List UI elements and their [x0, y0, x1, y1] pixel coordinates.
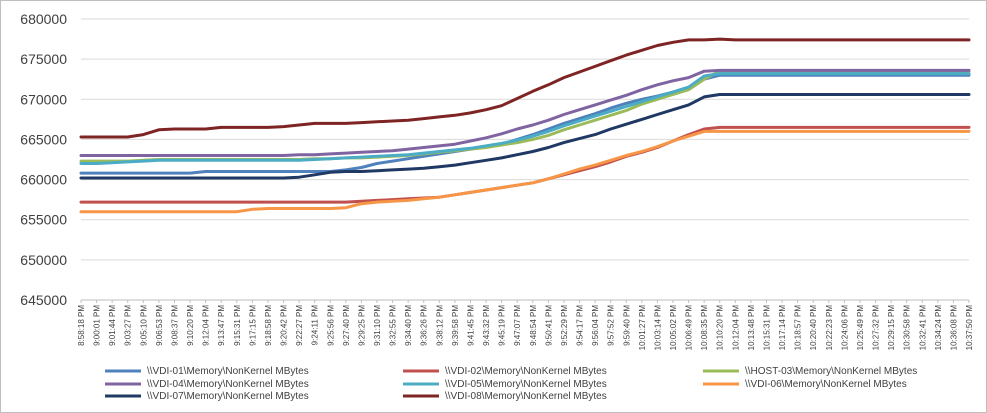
x-tick-label: 9:29:25 PM: [357, 305, 366, 346]
x-tick-label: 10:18:57 PM: [794, 305, 803, 351]
y-axis: 645000 650000 655000 660000 665000 670000 6750…: [20, 11, 67, 308]
x-tick-label: 9:08:37 PM: [170, 305, 179, 346]
y-tick-label: 660000: [20, 172, 67, 188]
series-lines: [79, 37, 971, 214]
x-tick-label: 9:15:31 PM: [233, 305, 242, 346]
x-tick-label: 9:20:42 PM: [280, 305, 289, 346]
series-line-7: [79, 93, 971, 180]
legend-entry-8: \\VDI-08\Memory\NonKernel MBytes: [445, 391, 607, 402]
x-tick-label: 10:30:58 PM: [903, 305, 912, 351]
x-tick-label: 10:36:08 PM: [949, 305, 958, 351]
x-tick-label: 9:59:40 PM: [622, 305, 631, 346]
x-tick-label: 10:24:06 PM: [840, 305, 849, 351]
x-tick-label: 9:47:07 PM: [513, 305, 522, 346]
x-tick-label: 9:39:58 PM: [451, 305, 460, 346]
x-tick-label: 9:24:11 PM: [311, 305, 320, 346]
x-tick-label: 10:10:20 PM: [716, 305, 725, 351]
x-tick-label: 10:29:15 PM: [887, 305, 896, 351]
x-tick-label: 10:34:24 PM: [934, 305, 943, 351]
x-tick-label: 10:20:40 PM: [809, 305, 818, 351]
x-tick-label: 10:37:50 PM: [965, 305, 974, 351]
y-tick-label: 675000: [20, 51, 67, 67]
legend: \\VDI-01\Memory\NonKernel MBytes \\VDI-02…: [105, 366, 917, 402]
x-tick-label: 9:45:19 PM: [498, 305, 507, 346]
y-tick-label: 670000: [20, 91, 67, 107]
x-tick-label: 9:25:56 PM: [326, 305, 335, 346]
x-tick-label: 9:52:29 PM: [560, 305, 569, 346]
x-tick-label: 9:34:40 PM: [404, 305, 413, 346]
x-tick-label: 9:41:45 PM: [466, 305, 475, 346]
x-tick-label: 9:18:58 PM: [264, 305, 273, 346]
y-tick-label: 645000: [20, 292, 67, 308]
x-tick-label: 9:38:12 PM: [435, 305, 444, 346]
x-tick-label: 9:43:32 PM: [482, 305, 491, 346]
x-tick-label: 10:12:04 PM: [731, 305, 740, 351]
legend-entry-6: \\VDI-06\Memory\NonKernel MBytes: [745, 379, 907, 390]
x-tick-label: 9:36:26 PM: [420, 305, 429, 346]
x-tick-label: 10:06:49 PM: [685, 305, 694, 351]
y-tick-label: 680000: [20, 11, 67, 27]
x-tick-label: 10:01:27 PM: [638, 305, 647, 351]
legend-entry-3: \\HOST-03\Memory\NonKernel MBytes: [745, 366, 917, 377]
x-tick-label: 8:58:18 PM: [77, 305, 86, 346]
x-tick-label: 9:03:27 PM: [124, 305, 133, 346]
x-tick-label: 10:08:35 PM: [700, 305, 709, 351]
x-tick-label: 9:17:15 PM: [248, 305, 257, 346]
x-tick-label: 10:32:41 PM: [918, 305, 927, 351]
x-tick-label: 9:01:44 PM: [108, 305, 117, 346]
series-line-4: [79, 68, 971, 157]
x-tick-label: 9:22:27 PM: [295, 305, 304, 346]
x-tick-label: 9:32:55 PM: [389, 305, 398, 346]
x-tick-label: 10:25:49 PM: [856, 305, 865, 351]
series-line-5: [79, 72, 971, 165]
x-tick-label: 9:00:01 PM: [93, 305, 102, 346]
x-tick-label: 9:05:10 PM: [139, 305, 148, 346]
x-tick-label: 9:06:53 PM: [155, 305, 164, 346]
x-tick-label: 9:12:04 PM: [202, 305, 211, 346]
y-tick-label: 650000: [20, 252, 67, 268]
x-tick-label: 9:31:10 PM: [373, 305, 382, 346]
legend-entry-4: \\VDI-04\Memory\NonKernel MBytes: [147, 379, 309, 390]
x-tick-label: 9:48:54 PM: [529, 305, 538, 346]
x-tick-label: 10:05:02 PM: [669, 305, 678, 351]
series-line-8: [79, 37, 971, 139]
x-tick-label: 10:27:32 PM: [872, 305, 881, 351]
x-tick-label: 9:13:47 PM: [217, 305, 226, 346]
x-tick-label: 9:10:20 PM: [186, 305, 195, 346]
legend-entry-1: \\VDI-01\Memory\NonKernel MBytes: [147, 366, 309, 377]
x-axis: 8:58:18 PM 9:00:01 PM 9:01:44 PM 9:03:27 PM…: [77, 299, 974, 351]
series-line-6: [79, 129, 971, 214]
x-tick-label: 9:54:17 PM: [576, 305, 585, 346]
x-tick-label: 9:57:52 PM: [607, 305, 616, 346]
legend-entry-5: \\VDI-05\Memory\NonKernel MBytes: [445, 379, 607, 390]
x-tick-label: 10:15:31 PM: [762, 305, 771, 351]
x-tick-label: 10:13:48 PM: [747, 305, 756, 351]
x-tick-label: 10:22:23 PM: [825, 305, 834, 351]
series-line-3: [79, 69, 971, 163]
y-tick-label: 655000: [20, 212, 67, 228]
x-tick-label: 9:50:41 PM: [544, 305, 553, 346]
x-tick-label: 9:56:04 PM: [591, 305, 600, 346]
x-tick-label: 9:27:40 PM: [342, 305, 351, 346]
legend-entry-7: \\VDI-07\Memory\NonKernel MBytes: [147, 391, 309, 402]
legend-entry-2: \\VDI-02\Memory\NonKernel MBytes: [445, 366, 607, 377]
x-tick-label: 10:17:14 PM: [778, 305, 787, 351]
y-tick-label: 665000: [20, 131, 67, 147]
x-tick-label: 10:03:14 PM: [653, 305, 662, 351]
